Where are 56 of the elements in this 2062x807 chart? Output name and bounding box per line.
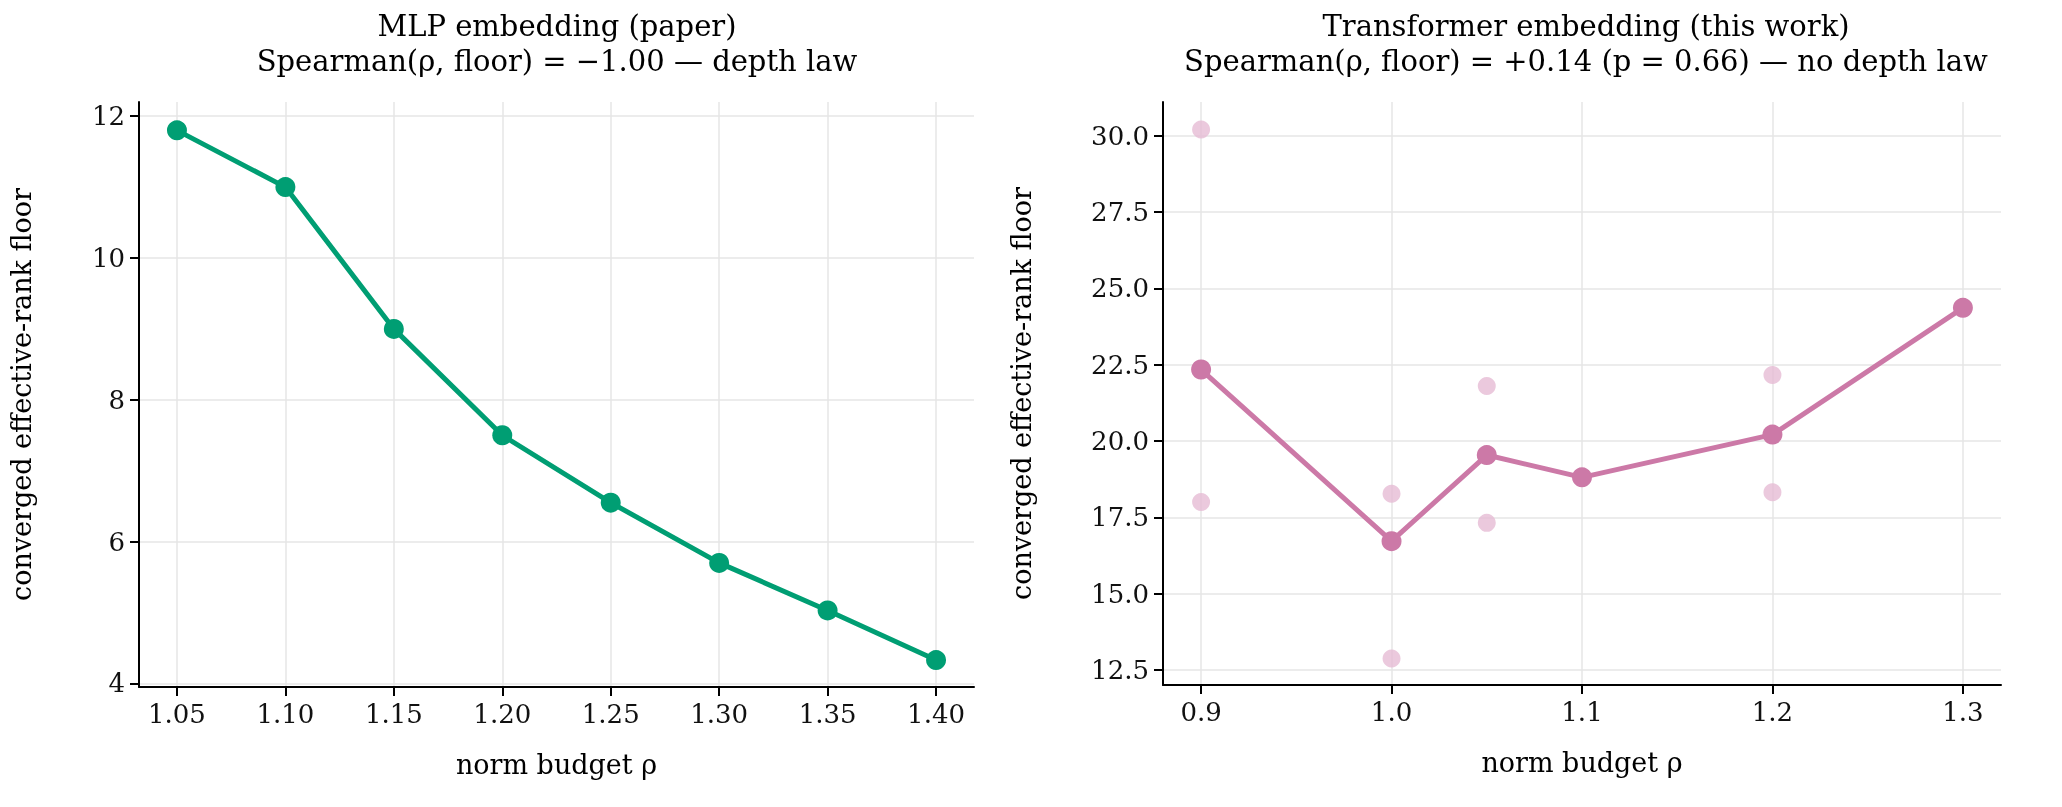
point <box>1477 377 1496 396</box>
point <box>1382 649 1401 668</box>
x-tick-label: 1.1 <box>1561 697 1603 727</box>
point <box>1381 531 1402 552</box>
x-tick-label: 1.0 <box>1370 697 1413 727</box>
y-tick-label: 17.5 <box>1091 502 1149 533</box>
chart-title: Transformer embedding (this work) <box>1322 8 1850 43</box>
x-tick-label: 1.40 <box>907 699 965 729</box>
chart-subtitle: Spearman(ρ, floor) = +0.14 (p = 0.66) — no depth law <box>1184 43 1989 78</box>
point <box>383 318 404 339</box>
y-tick-label: 25.0 <box>1091 273 1149 304</box>
x-tick-label: 1.2 <box>1751 697 1794 727</box>
chart-subtitle: Spearman(ρ, floor) = −1.00 — depth law <box>256 43 858 78</box>
chart-title: MLP embedding (paper) <box>377 8 737 43</box>
x-tick-label: 1.15 <box>364 699 423 729</box>
y-tick-label: 30.0 <box>1091 120 1149 151</box>
x-tick-label: 0.9 <box>1180 697 1222 727</box>
y-tick-label: 27.5 <box>1091 196 1149 227</box>
point <box>1192 493 1211 512</box>
point <box>1762 424 1783 445</box>
point <box>1476 445 1497 466</box>
x-tick-label: 1.30 <box>690 699 749 729</box>
point <box>1192 120 1211 139</box>
y-tick-label: 22.5 <box>1091 349 1149 380</box>
point <box>1572 467 1592 488</box>
point <box>600 492 621 513</box>
y-tick-label: 4 <box>108 668 125 699</box>
y-tick-label: 12 <box>91 101 125 132</box>
x-tick-label: 1.05 <box>148 699 206 729</box>
x-tick-label: 1.35 <box>798 699 857 729</box>
point <box>492 425 513 446</box>
y-tick-label: 10 <box>91 243 125 273</box>
point <box>1382 484 1401 503</box>
x-tick-label: 1.25 <box>581 699 640 729</box>
x-axis-title: norm budget ρ <box>1481 747 1683 778</box>
y-tick-label: 20.0 <box>1091 425 1149 456</box>
y-tick-label: 8 <box>108 384 125 415</box>
point <box>166 120 187 141</box>
point <box>1763 483 1782 502</box>
point <box>709 552 730 573</box>
point <box>926 650 947 671</box>
point <box>1477 513 1496 532</box>
y-axis-title: converged effective-rank floor <box>1006 186 1037 600</box>
y-tick-label: 12.5 <box>1091 655 1149 686</box>
point <box>1763 366 1782 385</box>
y-tick-label: 6 <box>108 526 125 557</box>
point <box>1952 297 1973 318</box>
y-axis-title: converged effective-rank floor <box>6 187 37 601</box>
point <box>275 177 296 198</box>
x-tick-label: 1.3 <box>1942 697 1984 727</box>
point <box>817 600 838 621</box>
y-tick-label: 15.0 <box>1091 578 1149 609</box>
x-tick-label: 1.10 <box>256 699 315 729</box>
x-axis-title: norm budget ρ <box>455 749 658 780</box>
x-tick-label: 1.20 <box>473 699 532 729</box>
point <box>1191 359 1212 380</box>
